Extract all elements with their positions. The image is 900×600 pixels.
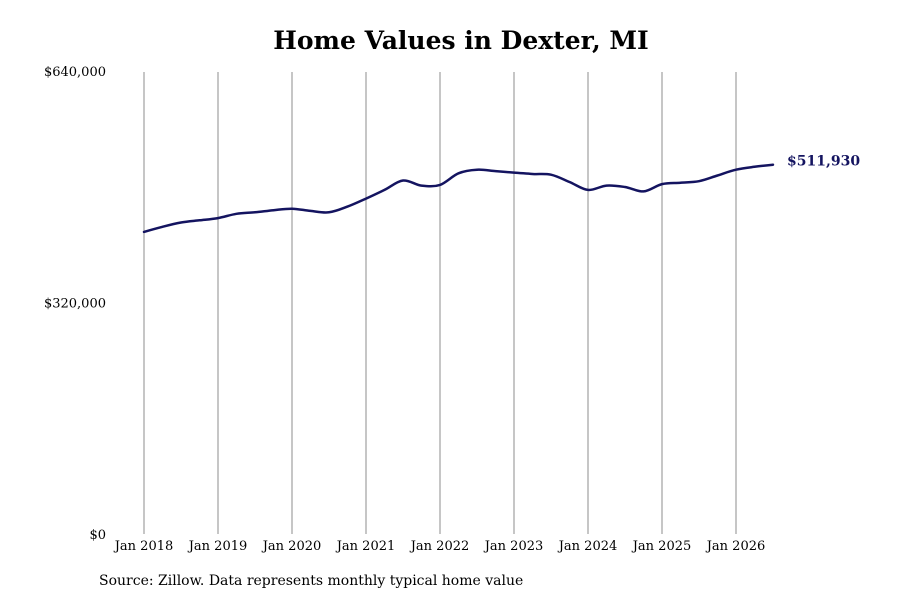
x-tick-label: Jan 2023 [483, 539, 544, 554]
end-value-label: $511,930 [787, 154, 860, 170]
grid-lines [143, 72, 737, 534]
x-tick-label: Jan 2022 [409, 539, 470, 554]
y-tick-label: $640,000 [44, 65, 106, 80]
x-tick-label: Jan 2026 [705, 539, 766, 554]
y-tick-label: $0 [89, 528, 106, 543]
x-tick-label: Jan 2019 [187, 539, 248, 554]
x-tick-label: Jan 2021 [335, 539, 396, 554]
x-tick-label: Jan 2025 [631, 539, 692, 554]
home-value-line [142, 163, 775, 234]
y-axis-ticks: $0 $320,000 $640,000 [44, 65, 106, 543]
x-axis-ticks: Jan 2018 Jan 2019 Jan 2020 Jan 2021 Jan 2022… [113, 539, 766, 554]
x-tick-label: Jan 2024 [557, 539, 618, 554]
x-tick-label: Jan 2018 [113, 539, 174, 554]
y-tick-label: $320,000 [44, 297, 106, 312]
x-tick-label: Jan 2020 [261, 539, 322, 554]
chart-title: Home Values in Dexter, MI [273, 26, 649, 55]
source-note: Source: Zillow. Data represents monthly … [99, 573, 524, 589]
